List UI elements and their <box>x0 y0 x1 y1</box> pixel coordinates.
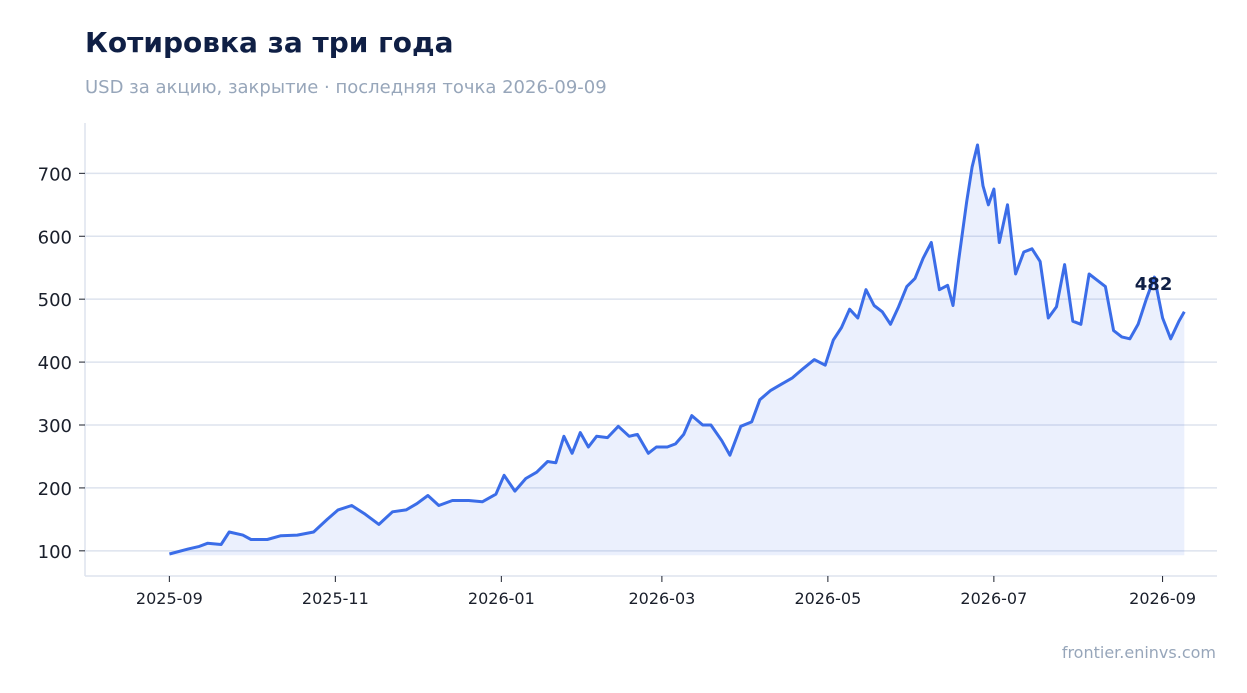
price-line <box>169 143 1186 556</box>
source-label: frontier.eninvs.com <box>1061 643 1216 662</box>
y-tick-label: 300 <box>38 416 72 437</box>
y-tick-label: 700 <box>38 164 72 185</box>
y-gridlines <box>85 172 1217 552</box>
y-tick-label: 600 <box>38 227 72 248</box>
x-tick-labels: 2025-09 2025-11 2026-01 2026-03 2026-05 2026-… <box>136 576 1196 608</box>
y-tick-label: 400 <box>38 353 72 374</box>
x-tick-label: 2025-11 <box>302 589 369 608</box>
y-tick-label: 500 <box>38 290 72 311</box>
price-area-fill <box>169 145 1185 556</box>
last-value-label: 482 <box>1135 274 1173 295</box>
chart-title: Котировка за три года <box>85 26 454 59</box>
y-tick-label: 200 <box>38 479 72 500</box>
x-tick-label: 2026-03 <box>628 589 695 608</box>
x-tick-label: 2026-09 <box>1129 589 1196 608</box>
x-tick-label: 2026-07 <box>960 589 1027 608</box>
chart-subtitle: USD за акцию, закрытие · последняя точка… <box>85 77 607 98</box>
x-tick-label: 2026-01 <box>468 589 535 608</box>
x-tick-label: 2025-09 <box>136 589 203 608</box>
y-tick-label: 100 <box>38 542 72 563</box>
y-tick-labels: 100 200 300 400 500 600 700 <box>38 164 85 563</box>
x-tick-label: 2026-05 <box>794 589 861 608</box>
